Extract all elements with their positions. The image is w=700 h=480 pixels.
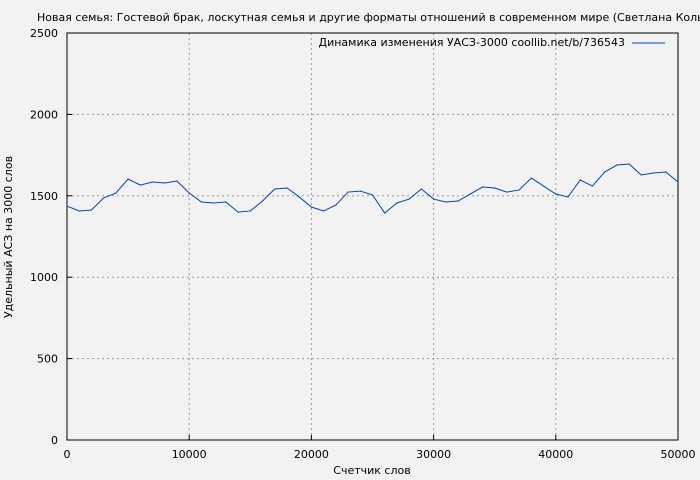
x-tick-label: 20000 [294,448,329,461]
data-point [555,193,557,195]
legend-label: Динамика изменения УАСЗ-3000 coollib.net… [319,36,626,49]
data-point [677,181,679,183]
data-point [384,212,386,214]
data-point [445,201,447,203]
data-point [628,163,630,165]
data-point [90,209,93,211]
data-point [237,211,239,213]
data-point [481,186,484,188]
y-tick-label: 0 [51,434,58,447]
data-point [127,178,129,180]
data-point [66,205,68,207]
data-point [347,191,349,193]
data-point [579,179,581,181]
data-point [396,202,398,204]
y-tick-label: 500 [37,353,58,366]
x-tick-label: 50000 [661,448,696,461]
data-point [652,172,655,174]
plot-frame [66,32,679,441]
data-point [323,210,325,212]
y-tick-label: 1500 [30,190,58,203]
ticks: 0 10000 20000 30000 40000 50000 0 500 1000 1500 20… [30,27,696,461]
data-point [371,194,374,196]
data-point [213,202,215,204]
data-point [286,187,288,189]
y-tick-label: 2500 [30,27,58,40]
x-tick-label: 30000 [416,448,451,461]
x-tick-label: 40000 [538,448,573,461]
data-point [530,177,532,179]
y-tick-label: 1000 [30,271,58,284]
data-point [457,200,459,202]
data-point [188,192,190,194]
y-axis-label: Удельный АСЗ на 3000 слов [2,156,15,318]
data-point [604,171,606,173]
data-point [151,181,154,183]
data-point [176,180,178,182]
data-point [225,201,227,203]
data-point [103,197,105,199]
data-point [420,188,422,190]
data-point [164,182,166,184]
data-point [408,198,410,200]
chart-title: Новая семья: Гостевой брак, лоскутная се… [37,11,700,24]
data-point [249,210,251,212]
data-point [298,196,300,198]
x-tick-label: 10000 [172,448,207,461]
data-point [433,198,435,200]
data-point [335,204,337,206]
series-line [66,163,679,214]
data-point [518,189,520,191]
data-point [200,201,203,203]
data-point [359,190,361,192]
y-tick-label: 2000 [30,108,58,121]
grid [67,33,678,440]
data-point [310,206,312,208]
data-point [567,196,569,198]
data-point [139,184,141,186]
data-point [591,185,594,187]
x-axis-label: Счетчик слов [333,464,410,477]
data-point [506,191,508,193]
data-point [542,185,545,187]
data-point [78,210,80,212]
data-point [261,200,264,202]
data-point [616,164,618,166]
data-point [665,171,667,173]
data-point [640,174,642,176]
data-points [66,163,679,214]
data-point [115,192,117,194]
data-point [469,193,471,195]
data-point [274,188,276,190]
x-tick-label: 0 [64,448,71,461]
data-point [494,187,496,189]
